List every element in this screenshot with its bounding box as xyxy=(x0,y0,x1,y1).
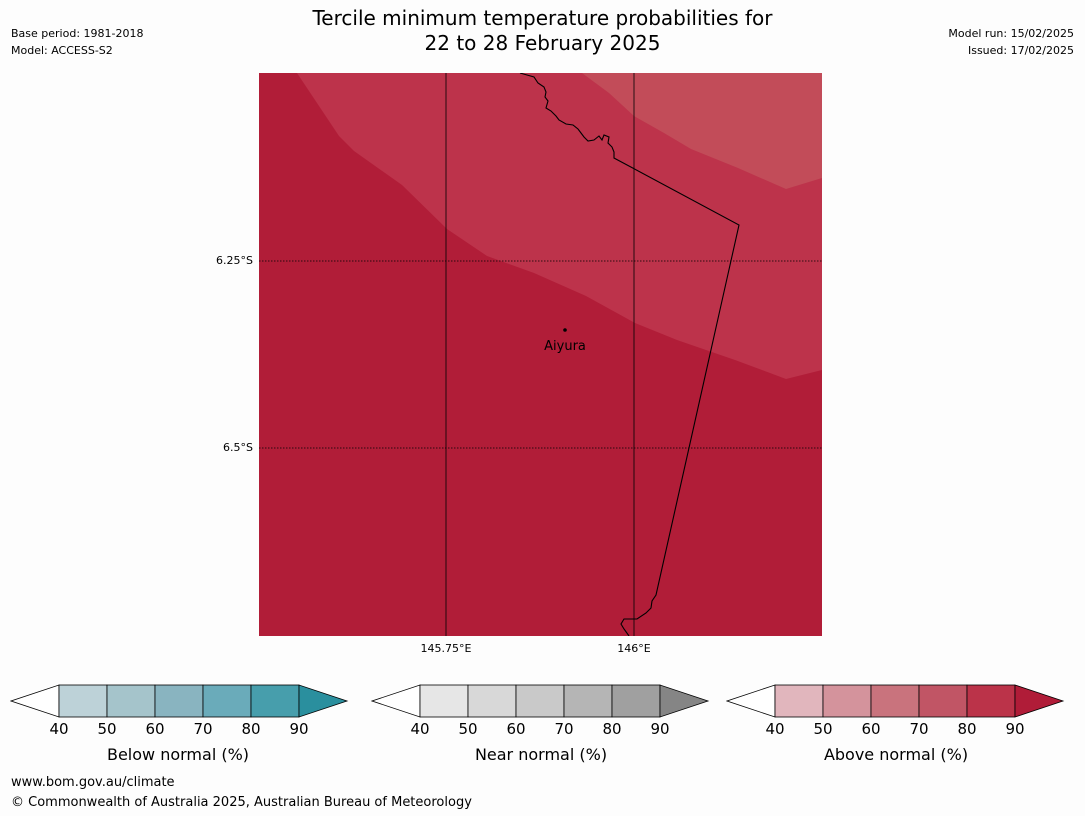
probability-band-70-80 xyxy=(297,73,822,379)
legend-above-tick-60: 60 xyxy=(861,720,881,738)
legend-near-tick-90: 90 xyxy=(650,720,670,738)
legend-below-tick-70: 70 xyxy=(193,720,213,738)
legend-below-seg-1 xyxy=(58,684,108,718)
legend-above-title: Above normal (%) xyxy=(823,745,969,764)
legend-near-arrow-high xyxy=(659,684,710,718)
legend-above-arrow-low xyxy=(726,684,776,718)
legend-below-seg-5 xyxy=(250,684,300,718)
aiyura-label: Aiyura xyxy=(544,339,586,354)
legend-above-seg-3 xyxy=(870,684,920,718)
title-line-1: Tercile minimum temperature probabilitie… xyxy=(312,6,773,30)
legend-near-title: Near normal (%) xyxy=(474,745,608,764)
legend-below-normal-bar xyxy=(10,684,349,718)
meta-right: Model run: 15/02/2025 Issued: 17/02/2025 xyxy=(948,25,1074,59)
legend-near-tick-60: 60 xyxy=(506,720,526,738)
map-title: Tercile minimum temperature probabilitie… xyxy=(0,6,1085,56)
legend-above-tick-50: 50 xyxy=(813,720,833,738)
legend-above-tick-80: 80 xyxy=(957,720,977,738)
legend-below-tick-50: 50 xyxy=(97,720,117,738)
legend-below-seg-4 xyxy=(202,684,252,718)
legend-near-tick-40: 40 xyxy=(410,720,430,738)
title-line-2: 22 to 28 February 2025 xyxy=(424,31,661,55)
base-period: Base period: 1981-2018 xyxy=(11,27,144,40)
coastline xyxy=(519,73,740,636)
legend-near-seg-1 xyxy=(419,684,469,718)
meta-left: Base period: 1981-2018 Model: ACCESS-S2 xyxy=(11,25,143,59)
footer-url: www.bom.gov.au/climate xyxy=(11,775,175,790)
lat-label-6-5: 6.5°S xyxy=(223,441,253,454)
lat-label-6-25: 6.25°S xyxy=(216,254,253,267)
footer-copyright: © Commonwealth of Australia 2025, Austra… xyxy=(11,795,472,810)
lon-label-146: 146°E xyxy=(617,642,651,655)
model-name: Model: ACCESS-S2 xyxy=(11,44,113,57)
legend-near-tick-50: 50 xyxy=(458,720,478,738)
legend-above-tick-90: 90 xyxy=(1005,720,1025,738)
legend-near-seg-5 xyxy=(611,684,661,718)
legend-below-tick-90: 90 xyxy=(289,720,309,738)
legend-above-seg-2 xyxy=(822,684,872,718)
lon-label-145-75: 145.75°E xyxy=(420,642,472,655)
legend-below-arrow-high xyxy=(298,684,349,718)
legend-near-seg-4 xyxy=(563,684,613,718)
legend-below-title: Below normal (%) xyxy=(106,745,250,764)
legend-near-normal-bar xyxy=(371,684,710,718)
legend-above-seg-1 xyxy=(774,684,824,718)
legend-near-seg-3 xyxy=(515,684,565,718)
legend-below-seg-2 xyxy=(106,684,156,718)
probability-band-60-70 xyxy=(582,73,822,189)
legend-above-normal-bar xyxy=(726,684,1065,718)
legend-below-seg-3 xyxy=(154,684,204,718)
aiyura-marker xyxy=(563,328,567,332)
legend-below-tick-60: 60 xyxy=(145,720,165,738)
legend-below-tick-80: 80 xyxy=(241,720,261,738)
legend-below-arrow-low xyxy=(10,684,60,718)
legend-above-arrow-high xyxy=(1014,684,1065,718)
issued-date: Issued: 17/02/2025 xyxy=(967,44,1074,57)
legend-above-tick-40: 40 xyxy=(765,720,785,738)
probability-map: Aiyura xyxy=(259,73,822,636)
legend-near-arrow-low xyxy=(371,684,421,718)
legend-above-seg-5 xyxy=(966,684,1016,718)
legend-above-seg-4 xyxy=(918,684,968,718)
legend-near-seg-2 xyxy=(467,684,517,718)
legend-below-tick-40: 40 xyxy=(49,720,69,738)
legend-near-tick-80: 80 xyxy=(602,720,622,738)
model-run: Model run: 15/02/2025 xyxy=(948,27,1074,40)
legend-near-tick-70: 70 xyxy=(554,720,574,738)
legend-above-tick-70: 70 xyxy=(909,720,929,738)
